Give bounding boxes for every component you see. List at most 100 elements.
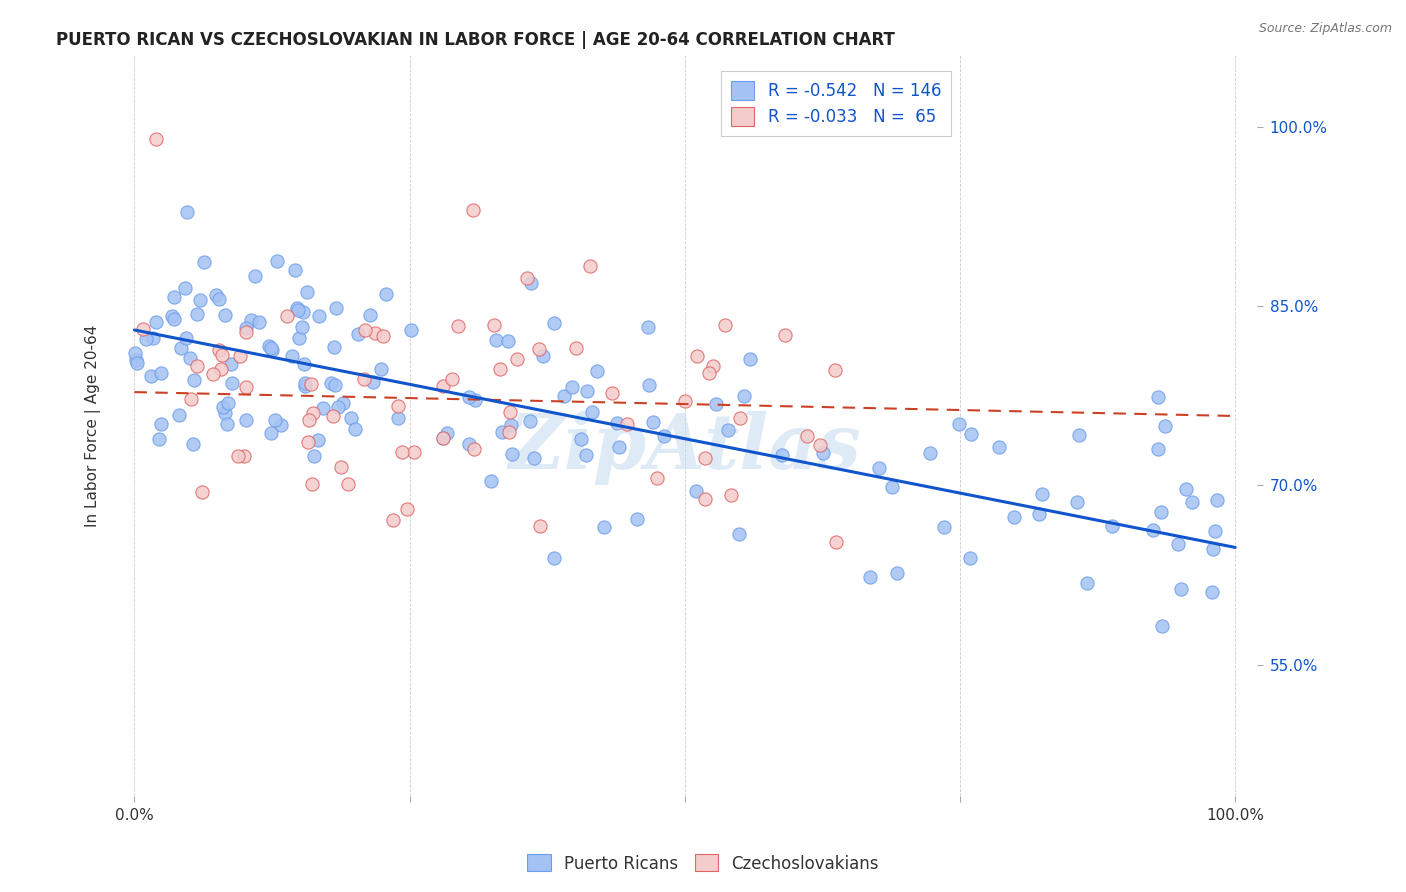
Point [132, 322, 155, 336]
Point [247, 315, 270, 329]
Point [281, 349, 304, 363]
Point [586, 364, 609, 378]
Point [543, 551, 565, 566]
Point [482, 318, 505, 332]
Point [738, 351, 761, 366]
Point [920, 446, 942, 460]
Point [353, 372, 375, 386]
Text: PUERTO RICAN VS CZECHOSLOVAKIAN IN LABOR FORCE | AGE 20-64 CORRELATION CHART: PUERTO RICAN VS CZECHOSLOVAKIAN IN LABOR… [56, 31, 896, 49]
Point [191, 485, 214, 500]
Point [163, 290, 186, 304]
Point [808, 438, 831, 452]
Point [637, 319, 659, 334]
Point [529, 519, 551, 533]
Point [332, 396, 354, 410]
Point [1069, 428, 1091, 442]
Point [221, 376, 243, 390]
Point [717, 424, 740, 438]
Point [458, 390, 481, 404]
Point [364, 326, 387, 340]
Point [170, 341, 193, 355]
Point [638, 377, 661, 392]
Point [569, 433, 592, 447]
Point [463, 203, 485, 218]
Point [440, 372, 463, 386]
Legend: R = -0.542   N = 146, R = -0.033   N =  65: R = -0.542 N = 146, R = -0.033 N = 65 [721, 70, 952, 136]
Point [217, 396, 239, 410]
Point [353, 323, 375, 337]
Point [519, 414, 541, 428]
Point [287, 303, 309, 318]
Point [209, 361, 232, 376]
Point [685, 349, 707, 363]
Text: Source: ZipAtlas.com: Source: ZipAtlas.com [1258, 22, 1392, 36]
Legend: Puerto Ricans, Czechoslovakians: Puerto Ricans, Czechoslovakians [520, 847, 886, 880]
Point [960, 427, 983, 442]
Point [235, 325, 257, 339]
Point [987, 440, 1010, 454]
Point [1181, 495, 1204, 509]
Point [266, 253, 288, 268]
Point [1066, 495, 1088, 509]
Point [616, 417, 638, 431]
Point [489, 361, 512, 376]
Point [641, 415, 664, 429]
Point [179, 351, 201, 365]
Point [301, 477, 323, 491]
Point [135, 332, 157, 346]
Point [706, 396, 728, 410]
Point [233, 449, 256, 463]
Point [859, 570, 882, 584]
Point [294, 376, 316, 391]
Point [395, 501, 418, 516]
Point [543, 317, 565, 331]
Point [387, 411, 409, 425]
Point [307, 433, 329, 447]
Point [162, 310, 184, 324]
Point [882, 480, 904, 494]
Point [399, 322, 422, 336]
Point [1150, 504, 1173, 518]
Point [647, 471, 669, 485]
Point [506, 351, 529, 366]
Point [728, 411, 751, 425]
Point [163, 311, 186, 326]
Point [387, 400, 409, 414]
Point [145, 132, 167, 146]
Point [685, 484, 707, 499]
Point [219, 357, 242, 371]
Point [235, 380, 257, 394]
Point [600, 385, 623, 400]
Point [479, 474, 502, 488]
Point [150, 417, 173, 431]
Point [382, 512, 405, 526]
Point [1101, 519, 1123, 533]
Point [575, 448, 598, 462]
Point [531, 349, 554, 363]
Point [211, 401, 233, 415]
Point [391, 444, 413, 458]
Point [702, 359, 724, 373]
Point [173, 281, 195, 295]
Point [886, 566, 908, 581]
Point [553, 389, 575, 403]
Point [214, 309, 236, 323]
Point [214, 406, 236, 420]
Point [150, 366, 173, 380]
Point [343, 422, 366, 436]
Point [1170, 582, 1192, 596]
Point [1202, 542, 1225, 557]
Point [520, 276, 543, 290]
Point [436, 426, 458, 441]
Point [959, 551, 981, 566]
Point [260, 425, 283, 440]
Point [270, 417, 292, 432]
Point [579, 260, 602, 274]
Point [295, 285, 318, 299]
Point [148, 432, 170, 446]
Point [561, 380, 583, 394]
Point [176, 204, 198, 219]
Point [1031, 486, 1053, 500]
Point [319, 376, 342, 390]
Point [323, 378, 346, 392]
